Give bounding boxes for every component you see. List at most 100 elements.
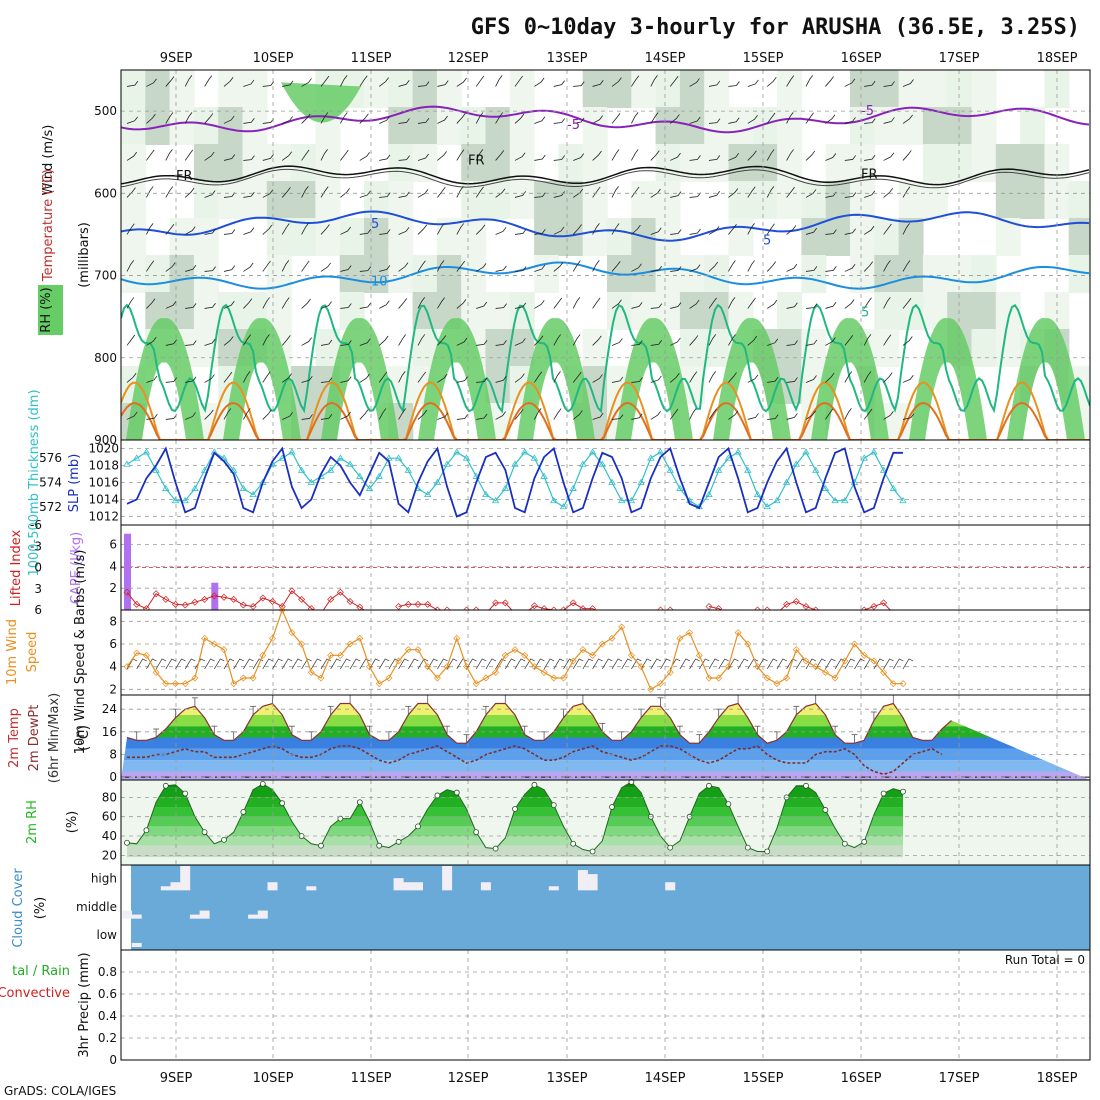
surface-wind-barb — [601, 658, 613, 670]
wind-barb — [281, 297, 290, 309]
wind-barb — [689, 116, 701, 124]
wind-speed-marker — [579, 646, 587, 654]
slp-tick-label: 1016 — [88, 476, 119, 490]
wind-barb — [553, 371, 561, 383]
rh-patch — [728, 218, 754, 256]
wind-barb — [301, 298, 311, 309]
wind-barb — [320, 75, 330, 87]
temp-band — [121, 760, 1090, 772]
rh2m-marker — [356, 799, 363, 806]
temp-tick-label: 0 — [109, 770, 117, 784]
wind-barb — [611, 186, 619, 198]
precip-panel: 0 0.2 0.4 0.6 0.8 Run Total = 0 3hr Precip (mm… — [0, 949, 1091, 1067]
wind-barb — [243, 371, 251, 383]
rh-patch — [947, 255, 973, 293]
wind-barb — [786, 75, 795, 87]
wind-barb — [359, 229, 372, 235]
wind-barb — [883, 334, 892, 346]
wind-barb — [708, 408, 717, 420]
wind-barb — [417, 260, 426, 272]
wind-barb — [863, 297, 872, 309]
lifted-index-marker — [220, 593, 228, 601]
rh-patch — [728, 107, 754, 145]
thickness-marker — [773, 496, 781, 504]
wind-barb — [631, 340, 643, 346]
rh-patch — [1068, 218, 1090, 256]
cloud-bar-high — [577, 870, 588, 891]
wind-speed-marker — [424, 663, 432, 671]
wind-speed-marker — [433, 674, 441, 682]
rh-patch — [485, 181, 511, 219]
wind-barb — [708, 155, 721, 161]
wind-barb — [708, 118, 721, 124]
thickness-marker — [152, 466, 160, 473]
thickness-marker — [520, 448, 529, 455]
wind-barb — [301, 113, 311, 124]
wind-speed-marker — [802, 657, 810, 665]
rh-band — [127, 845, 903, 858]
date-tick-label: 12SEP — [448, 1071, 489, 1086]
wind-barb — [146, 375, 158, 383]
rh-patch — [922, 144, 948, 182]
wind-barb — [281, 335, 291, 346]
thickness-marker — [734, 448, 742, 455]
wind-barb — [262, 297, 270, 309]
wind-barb — [243, 191, 255, 198]
rh-patch — [339, 255, 365, 293]
rh-patch — [461, 255, 487, 293]
thickness-marker — [443, 460, 451, 467]
wind-speed-marker — [201, 634, 209, 642]
surface-wind-barb — [718, 658, 729, 670]
surface-wind-barb — [223, 658, 235, 670]
rh-patch — [193, 144, 219, 182]
wind-barb — [281, 187, 291, 198]
wind-barb — [398, 155, 410, 161]
cloud-panel: high middle low Cloud Cover (%) — [11, 864, 1091, 951]
surface-wind-barb — [281, 658, 293, 670]
wind-barb — [378, 408, 387, 420]
rh-patch — [121, 181, 146, 219]
wind-speed-marker — [773, 680, 781, 688]
wind-barb — [320, 186, 329, 198]
thickness-marker — [831, 496, 839, 504]
wind-barb — [728, 410, 739, 420]
wind-barb — [495, 75, 503, 87]
thickness-marker — [879, 466, 888, 473]
wind-speed-marker — [637, 663, 645, 671]
wind-barb — [398, 334, 407, 346]
wind-barb — [902, 114, 913, 124]
lifted-index-marker — [298, 595, 306, 603]
thickness-marker — [782, 478, 791, 485]
wind-barb — [301, 337, 312, 346]
rh-patch — [971, 255, 997, 293]
wind-barb — [320, 262, 331, 272]
date-tick-label: 11SEP — [351, 51, 392, 66]
rh-dry-core — [434, 362, 478, 440]
wind-speed-marker — [443, 663, 451, 671]
wind-barb — [805, 227, 818, 235]
wind-barb — [437, 412, 449, 420]
wind-barb — [146, 223, 154, 235]
wind-barb — [631, 112, 639, 124]
wind-speed-marker — [317, 674, 325, 682]
wind-barb — [670, 337, 681, 346]
axis-label-lifted: Lifted Index — [9, 529, 24, 606]
wind-barb — [766, 186, 775, 198]
thickness-marker — [821, 484, 830, 491]
wind-barb — [378, 335, 389, 346]
thickness-marker — [656, 448, 665, 455]
wind-barb — [825, 76, 834, 87]
rh2m-marker — [395, 838, 402, 845]
rh-dry-core — [631, 362, 675, 440]
date-tick-label: 17SEP — [939, 1071, 980, 1086]
rh-patch — [1068, 181, 1090, 219]
surface-wind-barb — [611, 658, 623, 670]
wind-barb — [495, 411, 506, 420]
wind-speed-marker — [298, 640, 306, 648]
rh-patch — [121, 255, 146, 293]
surface-wind-barb — [514, 658, 526, 670]
surface-wind-barb — [679, 658, 691, 670]
slp-thickness-panel: 1012 1014 1016 1018 1020 572 574 576 SLP (mb) 100… — [27, 389, 1091, 577]
surface-wind-barb — [330, 658, 341, 670]
